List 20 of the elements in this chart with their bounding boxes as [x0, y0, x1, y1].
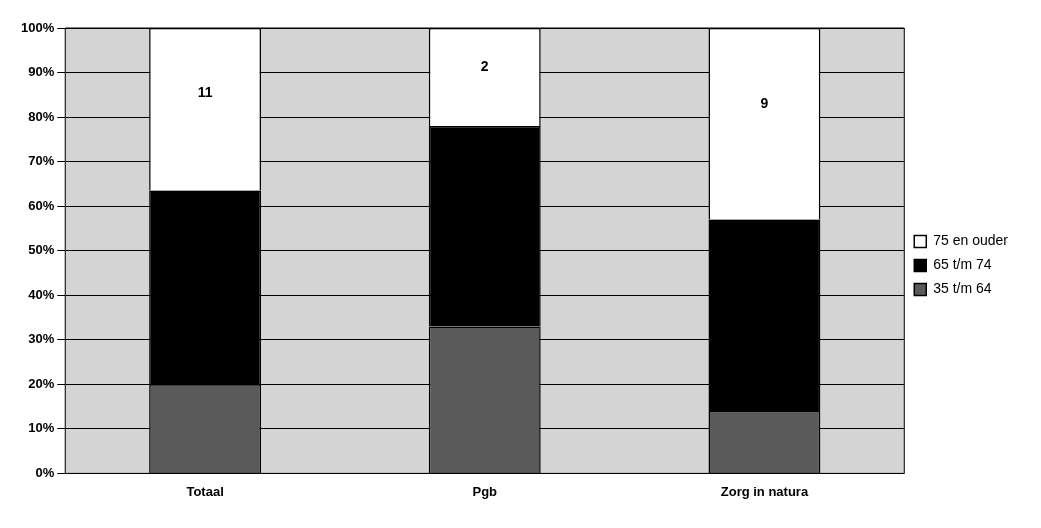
- x-tick-label: Zorg in natura: [720, 483, 809, 499]
- y-tick-label: 50%: [28, 242, 55, 258]
- y-tick-label: 70%: [28, 153, 55, 169]
- y-tick-label: 30%: [28, 331, 55, 347]
- annotation: 11: [197, 83, 213, 100]
- y-tick-label: 40%: [28, 286, 55, 302]
- x-tick-label: Totaal: [186, 483, 224, 499]
- legend-label: 65 t/m 74: [933, 256, 992, 273]
- legend-label: 75 en ouder: [933, 232, 1009, 249]
- annotation: 9: [760, 95, 769, 112]
- y-tick-label: 20%: [28, 375, 55, 391]
- y-tick-label: 90%: [28, 64, 55, 80]
- y-tick-label: 0%: [35, 464, 55, 480]
- y-tick-label: 80%: [28, 108, 55, 124]
- annotation: 2: [480, 58, 489, 75]
- legend-label: 35 t/m 64: [933, 280, 992, 297]
- y-tick-label: 10%: [28, 420, 55, 436]
- y-tick-label: 100%: [21, 19, 55, 35]
- y-tick-label: 60%: [28, 197, 55, 213]
- x-tick-label: Pgb: [472, 483, 498, 499]
